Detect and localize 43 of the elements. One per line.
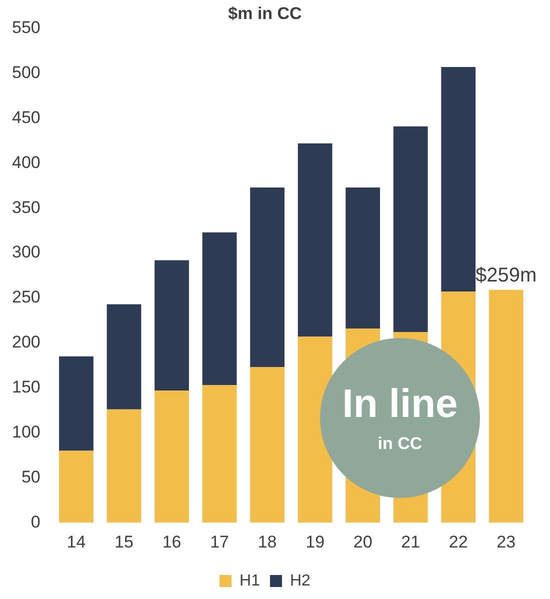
y-tick-label: 450 xyxy=(12,108,40,127)
legend-label: H2 xyxy=(290,572,311,590)
y-tick-label: 500 xyxy=(12,63,40,82)
bar xyxy=(298,143,332,337)
bar xyxy=(488,290,524,523)
x-tick-label: 14 xyxy=(66,532,86,552)
y-tick-label: 150 xyxy=(12,378,40,397)
data-label: $259m xyxy=(476,264,537,286)
x-tick-label: 15 xyxy=(114,532,134,552)
y-tick-label: 300 xyxy=(12,242,40,262)
y-tick-label: 400 xyxy=(12,152,40,172)
y-tick-label: 350 xyxy=(12,198,40,217)
x-tick-label: 19 xyxy=(306,532,325,552)
bar xyxy=(202,232,237,386)
bar xyxy=(154,260,189,391)
bar xyxy=(59,356,94,451)
bar xyxy=(346,187,380,329)
bar xyxy=(106,304,142,410)
x-tick-label: 17 xyxy=(210,532,229,552)
x-tick-label: 18 xyxy=(258,532,277,552)
x-tick-label: 22 xyxy=(448,532,468,552)
x-tick-label: 23 xyxy=(496,532,516,552)
y-tick-label: 0 xyxy=(30,512,40,532)
y-tick-label: 50 xyxy=(21,467,40,486)
bar xyxy=(250,367,284,523)
x-tick-label: 21 xyxy=(401,532,420,552)
legend-label: H1 xyxy=(240,572,260,590)
y-tick-label: 200 xyxy=(12,332,40,352)
bar xyxy=(154,390,189,523)
annotation: in CC xyxy=(378,434,422,454)
bar xyxy=(441,67,476,292)
bar xyxy=(59,450,94,523)
bar xyxy=(393,126,428,332)
chart-title: $m in CC xyxy=(228,4,302,23)
x-tick-label: 20 xyxy=(353,532,372,552)
x-tick-label: 16 xyxy=(162,532,182,552)
annotation: In line xyxy=(342,382,458,426)
y-tick-label: 100 xyxy=(12,422,40,442)
y-tick-label: 250 xyxy=(12,288,40,307)
bar xyxy=(202,385,237,523)
bar xyxy=(106,409,142,523)
bar xyxy=(250,187,284,368)
y-tick-label: 550 xyxy=(12,18,40,38)
